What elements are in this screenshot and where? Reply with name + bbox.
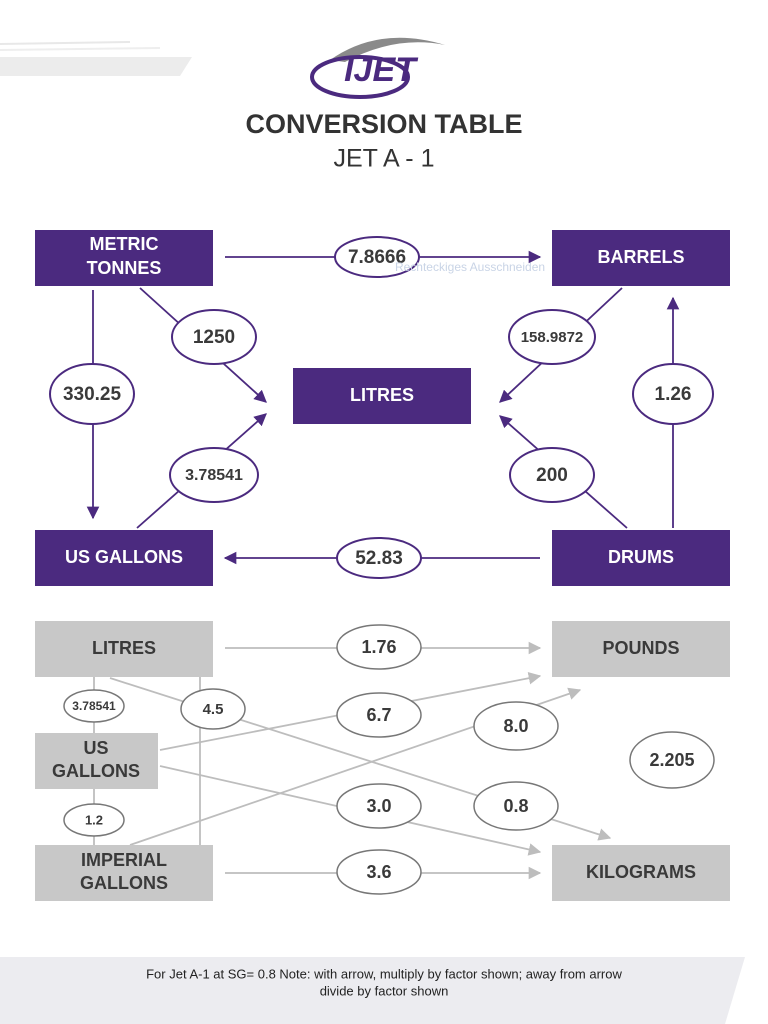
- factor-ellipse: [473, 701, 559, 751]
- node-label: LITRES: [92, 638, 156, 658]
- node-label: US: [83, 738, 108, 758]
- factor-ellipse: [336, 537, 422, 579]
- node-label: IMPERIAL: [81, 850, 167, 870]
- subtitle: JET A - 1: [334, 145, 435, 173]
- node-label: GALLONS: [80, 873, 168, 893]
- logo: IJET: [310, 37, 445, 99]
- factor: 8.0: [503, 716, 528, 736]
- footer-band: [0, 957, 745, 1024]
- factor-ellipse: [171, 309, 257, 365]
- factor: 1250: [193, 327, 235, 348]
- factor-ellipse: [180, 688, 246, 730]
- factor: 52.83: [355, 548, 403, 569]
- title: CONVERSION TABLE: [245, 109, 522, 139]
- factor-ellipse: [336, 692, 422, 738]
- node-box: [293, 368, 471, 424]
- node-box: [35, 530, 213, 586]
- node-label: BARRELS: [597, 247, 684, 267]
- factor: 0.8: [503, 796, 528, 816]
- factor-ellipse: [169, 447, 259, 503]
- node-label: US GALLONS: [65, 547, 183, 567]
- factor: 1.26: [655, 384, 692, 405]
- factor: 1.2: [85, 812, 103, 827]
- lower-connectors: [93, 641, 612, 880]
- factor: 200: [536, 465, 568, 486]
- node-label: LITRES: [350, 385, 414, 405]
- node-label: TONNES: [87, 258, 162, 278]
- factor-ellipse: [336, 849, 422, 895]
- factor-ellipse: [632, 363, 714, 425]
- factor-ellipse: [509, 447, 595, 503]
- factor: 2.205: [649, 750, 694, 770]
- node-label: KILOGRAMS: [586, 862, 696, 882]
- overlay-text: Rechteckiges Ausschneiden: [395, 260, 545, 274]
- factor: 330.25: [63, 384, 122, 405]
- node-box: [35, 230, 213, 286]
- factor: 1.76: [361, 637, 396, 657]
- node-label: POUNDS: [602, 638, 679, 658]
- node-box: [552, 530, 730, 586]
- node-box: [35, 621, 213, 677]
- factor: 3.6: [366, 862, 391, 882]
- node-box: [35, 845, 213, 901]
- node-label: GALLONS: [52, 761, 140, 781]
- factor-ellipse: [336, 624, 422, 670]
- factor: 158.9872: [521, 329, 584, 346]
- footer-note: divide by factor shown: [320, 983, 449, 998]
- factor-ellipse: [334, 236, 420, 278]
- node-box: [552, 845, 730, 901]
- factor: 6.7: [366, 705, 391, 725]
- footer-note: For Jet A-1 at SG= 0.8 Note: with arrow,…: [146, 966, 622, 981]
- node-box: [552, 621, 730, 677]
- factor: 3.78541: [185, 467, 243, 484]
- factor-ellipse: [473, 781, 559, 831]
- factor: 7.8666: [348, 247, 406, 268]
- factor-ellipse: [63, 803, 125, 837]
- node-box: [35, 733, 158, 789]
- decor-band: [0, 57, 192, 76]
- factor: 3.0: [366, 796, 391, 816]
- factor-ellipse: [508, 309, 596, 365]
- factor-ellipse: [336, 783, 422, 829]
- factor-ellipse: [49, 363, 135, 425]
- node-box: [552, 230, 730, 286]
- logo-text: IJET: [344, 51, 419, 89]
- factor: 4.5: [203, 701, 224, 718]
- factor-ellipse: [63, 689, 125, 723]
- decor-line: [0, 47, 161, 51]
- node-label: DRUMS: [608, 547, 674, 567]
- node-label: METRIC: [90, 234, 159, 254]
- factor-ellipse: [629, 731, 715, 789]
- factor: 3.78541: [72, 699, 116, 713]
- decor-line: [0, 41, 131, 45]
